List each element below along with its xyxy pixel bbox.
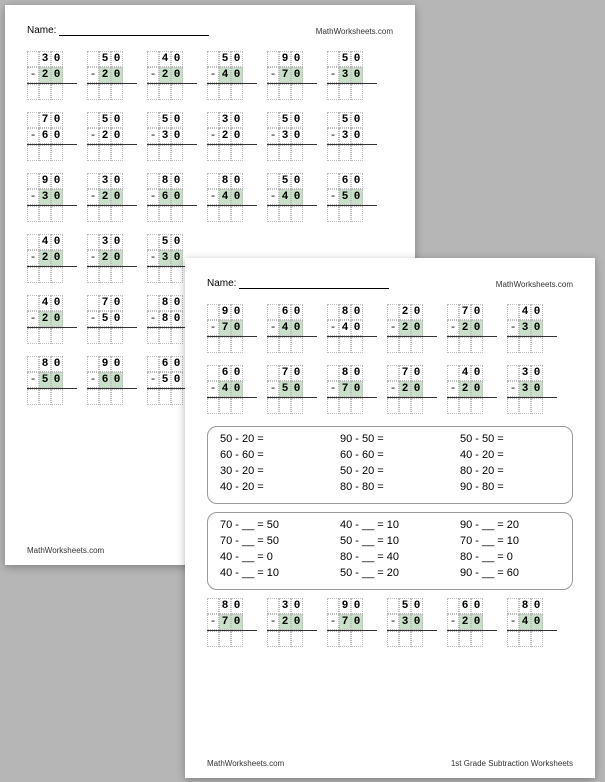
equation: 40 - 20 =: [220, 481, 320, 493]
subtraction-problem: 80-40: [327, 304, 377, 353]
subtraction-problem: 70-20: [387, 365, 437, 414]
equation: 90 - __ = 60: [460, 567, 560, 579]
equation: 80 - 20 =: [460, 465, 560, 477]
equation: 50 - __ = 20: [340, 567, 440, 579]
problem-row: 90-7060-4080-4020-2070-2040-30: [207, 304, 573, 353]
footer: MathWorksheets.com 1st Grade Subtraction…: [207, 759, 573, 768]
subtraction-problem: 80-40: [207, 173, 257, 222]
equation: 50 - 20 =: [340, 465, 440, 477]
equation-panel-1: 50 - 20 =90 - 50 =50 - 50 =60 - 60 =60 -…: [207, 426, 573, 504]
subtraction-problem: 50-30: [327, 51, 377, 100]
equation: 30 - 20 =: [220, 465, 320, 477]
name-field: Name:: [27, 25, 209, 36]
equation: 40 - 20 =: [460, 449, 560, 461]
subtraction-problem: 90-70: [207, 304, 257, 353]
problem-row: 70-6050-2050-3030-2050-3050-30: [27, 112, 393, 161]
subtraction-problem: 60-50: [327, 173, 377, 222]
equation-row: 40 - __ = 0 80 - __ = 40 80 - __ = 0: [220, 551, 560, 563]
equation: 60 - 60 =: [220, 449, 320, 461]
subtraction-problem: 80-60: [147, 173, 197, 222]
subtraction-problem: 90-60: [87, 356, 137, 405]
subtraction-problem: 90-70: [327, 598, 377, 647]
problem-row: 80-7030-2090-7050-3060-2080-40: [207, 598, 573, 647]
equation: 50 - 20 =: [220, 433, 320, 445]
equation-row: 50 - 20 = 90 - 50 = 50 - 50 =: [220, 433, 560, 445]
name-field: Name:: [207, 278, 389, 289]
equation: 90 - 50 =: [340, 433, 440, 445]
problem-row: 30-2050-2040-2050-4090-7050-30: [27, 51, 393, 100]
equation: 70 - __ = 50: [220, 519, 320, 531]
subtraction-problem: 70-60: [27, 112, 77, 161]
equation-row: 70 - __ = 50 40 - __ = 10 90 - __ = 20: [220, 519, 560, 531]
problems-grid-2: 80-7030-2090-7050-3060-2080-40: [207, 598, 573, 647]
subtraction-problem: 90-70: [267, 51, 317, 100]
site-label: MathWorksheets.com: [496, 280, 573, 289]
equation-panel-2: 70 - __ = 5040 - __ = 1090 - __ = 2070 -…: [207, 512, 573, 590]
subtraction-problem: 40-20: [27, 295, 77, 344]
subtraction-problem: 60-20: [447, 598, 497, 647]
subtraction-problem: 60-40: [267, 304, 317, 353]
subtraction-problem: 30-20: [87, 234, 137, 283]
equation-row: 70 - __ = 50 50 - __ = 10 70 - __ = 10: [220, 535, 560, 547]
subtraction-problem: 40-20: [147, 51, 197, 100]
equation: 50 - __ = 10: [340, 535, 440, 547]
subtraction-problem: 80-70: [207, 598, 257, 647]
subtraction-problem: 50-30: [387, 598, 437, 647]
problems-grid: 90-7060-4080-4020-2070-2040-3060-4070-50…: [207, 304, 573, 414]
subtraction-problem: 50-30: [147, 112, 197, 161]
subtraction-problem: 50-20: [87, 51, 137, 100]
equation: 90 - 80 =: [460, 481, 560, 493]
equation: 70 - __ = 10: [460, 535, 560, 547]
subtraction-problem: 70-20: [447, 304, 497, 353]
subtraction-problem: 40-30: [507, 304, 557, 353]
subtraction-problem: 30-20: [87, 173, 137, 222]
subtraction-problem: 20-20: [387, 304, 437, 353]
equation: 90 - __ = 20: [460, 519, 560, 531]
subtraction-problem: 70-50: [267, 365, 317, 414]
subtraction-problem: 50-30: [327, 112, 377, 161]
footer-left: MathWorksheets.com: [207, 759, 284, 768]
problem-row: 90-3030-2080-6080-4050-4060-50: [27, 173, 393, 222]
subtraction-problem: 50-30: [267, 112, 317, 161]
footer-right: 1st Grade Subtraction Worksheets: [451, 759, 573, 768]
equation-row: 30 - 20 = 50 - 20 = 80 - 20 =: [220, 465, 560, 477]
subtraction-problem: 30-20: [267, 598, 317, 647]
equation: 40 - __ = 0: [220, 551, 320, 563]
equation: 80 - 80 =: [340, 481, 440, 493]
subtraction-problem: 30-30: [507, 365, 557, 414]
subtraction-problem: 40-20: [27, 234, 77, 283]
subtraction-problem: 80-40: [507, 598, 557, 647]
footer-left: MathWorksheets.com: [27, 546, 104, 555]
subtraction-problem: 50-20: [87, 112, 137, 161]
subtraction-problem: 80-50: [27, 356, 77, 405]
subtraction-problem: 50-40: [267, 173, 317, 222]
equation: 80 - __ = 40: [340, 551, 440, 563]
equation: 80 - __ = 0: [460, 551, 560, 563]
equation: 40 - __ = 10: [220, 567, 320, 579]
subtraction-problem: 70-50: [87, 295, 137, 344]
name-line[interactable]: [239, 278, 389, 289]
equation: 50 - 50 =: [460, 433, 560, 445]
name-label: Name:: [207, 278, 236, 289]
header: Name: MathWorksheets.com: [27, 25, 393, 36]
problem-row: 60-4070-5080-7070-2040-2030-30: [207, 365, 573, 414]
subtraction-problem: 50-40: [207, 51, 257, 100]
subtraction-problem: 60-40: [207, 365, 257, 414]
name-label: Name:: [27, 25, 56, 36]
equation: 70 - __ = 50: [220, 535, 320, 547]
equation-row: 40 - __ = 10 50 - __ = 20 90 - __ = 60: [220, 567, 560, 579]
worksheet-page-2: Name: MathWorksheets.com 90-7060-4080-40…: [185, 258, 595, 778]
subtraction-problem: 30-20: [207, 112, 257, 161]
site-label: MathWorksheets.com: [316, 27, 393, 36]
header: Name: MathWorksheets.com: [207, 278, 573, 289]
subtraction-problem: 30-20: [27, 51, 77, 100]
equation-row: 40 - 20 = 80 - 80 = 90 - 80 =: [220, 481, 560, 493]
equation: 40 - __ = 10: [340, 519, 440, 531]
subtraction-problem: 90-30: [27, 173, 77, 222]
subtraction-problem: 40-20: [447, 365, 497, 414]
name-line[interactable]: [59, 25, 209, 36]
equation: 60 - 60 =: [340, 449, 440, 461]
subtraction-problem: 80-70: [327, 365, 377, 414]
equation-row: 60 - 60 = 60 - 60 = 40 - 20 =: [220, 449, 560, 461]
